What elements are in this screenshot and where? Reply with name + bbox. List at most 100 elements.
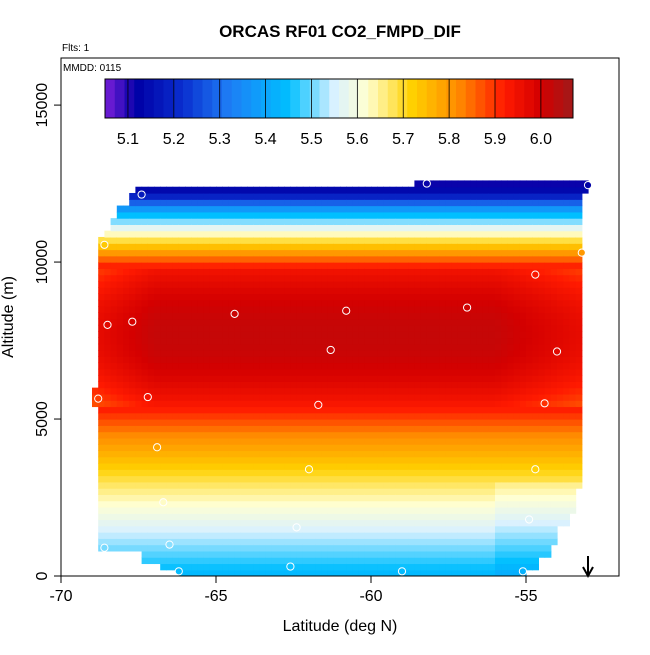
- heatmap-cell: [371, 218, 378, 225]
- heatmap-cell: [271, 249, 279, 257]
- heatmap-cell: [439, 205, 446, 213]
- heatmap-cell: [135, 431, 143, 439]
- heatmap-cell: [352, 205, 360, 213]
- heatmap-cell: [371, 312, 378, 320]
- heatmap-cell: [358, 437, 366, 445]
- heatmap-cell: [420, 425, 428, 433]
- heatmap-cell: [172, 419, 180, 426]
- heatmap-cell: [470, 343, 477, 351]
- heatmap-cell: [265, 362, 273, 370]
- heatmap-cell: [395, 274, 403, 282]
- heatmap-cell: [327, 431, 335, 439]
- heatmap-cell: [185, 199, 192, 207]
- heatmap-cell: [550, 425, 558, 433]
- heatmap-cell: [544, 544, 552, 552]
- heatmap-cell: [538, 349, 546, 357]
- heatmap-cell: [563, 199, 570, 207]
- heatmap-cell: [259, 337, 267, 345]
- heatmap-cell: [402, 381, 409, 389]
- colorbar-segment: [426, 79, 437, 118]
- heatmap-cell: [302, 488, 310, 495]
- heatmap-cell: [216, 456, 223, 464]
- heatmap-cell: [296, 462, 304, 470]
- heatmap-cell: [333, 506, 341, 514]
- heatmap-cell: [445, 205, 453, 213]
- heatmap-cell: [234, 437, 242, 445]
- heatmap-cell: [550, 243, 558, 251]
- heatmap-cell: [377, 343, 384, 351]
- colorbar-tick-label: 5.1: [117, 131, 139, 148]
- heatmap-cell: [340, 419, 347, 426]
- heatmap-cell: [395, 186, 403, 194]
- heatmap-cell: [364, 343, 372, 351]
- heatmap-cell: [135, 475, 143, 483]
- heatmap-cell: [278, 393, 285, 401]
- heatmap-cell: [284, 462, 291, 470]
- heatmap-cell: [457, 525, 465, 533]
- heatmap-cell: [495, 525, 502, 533]
- heatmap-cell: [538, 362, 546, 370]
- heatmap-cell: [160, 494, 167, 502]
- heatmap-cell: [519, 563, 527, 571]
- heatmap-cell: [550, 205, 558, 213]
- heatmap-cell: [408, 494, 415, 502]
- heatmap-cell: [129, 469, 136, 477]
- heatmap-cell: [154, 337, 161, 345]
- heatmap-cell: [290, 331, 298, 339]
- heatmap-cell: [160, 538, 167, 546]
- heatmap-cell: [141, 199, 149, 207]
- heatmap-cell: [457, 412, 465, 420]
- heatmap-cell: [110, 262, 118, 269]
- heatmap-cell: [383, 481, 391, 489]
- heatmap-cell: [470, 268, 477, 276]
- heatmap-cell: [402, 538, 409, 546]
- heatmap-cell: [464, 469, 471, 477]
- colorbar-segment: [563, 79, 574, 118]
- heatmap-cell: [116, 249, 124, 257]
- heatmap-cell: [464, 331, 471, 339]
- heatmap-cell: [333, 199, 341, 207]
- heatmap-cell: [321, 243, 329, 251]
- heatmap-cell: [216, 419, 223, 426]
- heatmap-cell: [340, 557, 347, 565]
- heatmap-cell: [519, 550, 527, 558]
- heatmap-cell: [178, 287, 186, 295]
- heatmap-cell: [271, 569, 279, 576]
- heatmap-cell: [172, 437, 180, 445]
- heatmap-cell: [414, 249, 422, 257]
- heatmap-cell: [420, 444, 428, 452]
- heatmap-cell: [544, 249, 552, 257]
- heatmap-cell: [104, 236, 112, 244]
- heatmap-cell: [104, 506, 112, 514]
- heatmap-cell: [271, 469, 279, 477]
- heatmap-cell: [445, 274, 453, 282]
- heatmap-cell: [116, 387, 124, 395]
- heatmap-cell: [470, 513, 477, 521]
- heatmap-cell: [433, 494, 440, 502]
- heatmap-cell: [302, 437, 310, 445]
- heatmap-cell: [414, 224, 422, 232]
- heatmap-cell: [327, 356, 335, 364]
- heatmap-cell: [98, 419, 105, 426]
- heatmap-cell: [433, 299, 440, 307]
- heatmap-cell: [346, 406, 353, 414]
- heatmap-cell: [166, 400, 174, 408]
- heatmap-cell: [433, 280, 440, 288]
- heatmap-cell: [414, 569, 422, 576]
- heatmap-cell: [265, 381, 273, 389]
- heatmap-cell: [203, 218, 211, 225]
- heatmap-cell: [526, 287, 533, 295]
- heatmap-cell: [265, 230, 273, 238]
- heatmap-cell: [302, 331, 310, 339]
- heatmap-cell: [389, 349, 397, 357]
- heatmap-cell: [166, 224, 174, 232]
- heatmap-cell: [507, 450, 515, 458]
- heatmap-cell: [414, 437, 422, 445]
- heatmap-cell: [569, 243, 577, 251]
- heatmap-cell: [464, 262, 471, 269]
- heatmap-cell: [550, 494, 558, 502]
- heatmap-cell: [240, 331, 248, 339]
- heatmap-cell: [402, 230, 409, 238]
- heatmap-cell: [172, 456, 180, 464]
- heatmap-cell: [358, 569, 366, 576]
